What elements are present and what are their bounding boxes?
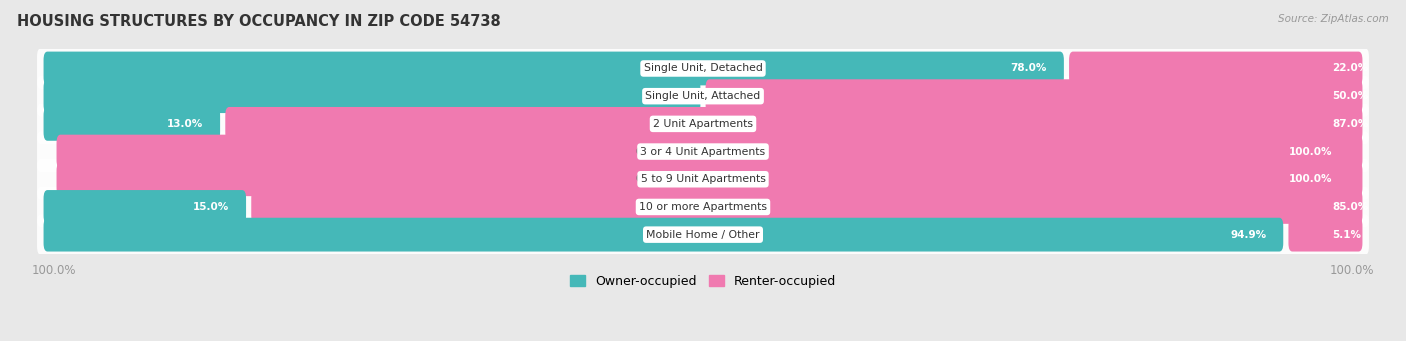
FancyBboxPatch shape — [44, 79, 700, 113]
Text: 2 Unit Apartments: 2 Unit Apartments — [652, 119, 754, 129]
Text: 10 or more Apartments: 10 or more Apartments — [638, 202, 768, 212]
Text: 94.9%: 94.9% — [1230, 229, 1267, 240]
FancyBboxPatch shape — [56, 162, 1362, 196]
Text: 3 or 4 Unit Apartments: 3 or 4 Unit Apartments — [641, 147, 765, 157]
Text: Single Unit, Detached: Single Unit, Detached — [644, 63, 762, 73]
Text: 100.0%: 100.0% — [1289, 147, 1333, 157]
Text: 5 to 9 Unit Apartments: 5 to 9 Unit Apartments — [641, 174, 765, 184]
FancyBboxPatch shape — [44, 218, 1284, 252]
FancyBboxPatch shape — [44, 107, 221, 141]
Text: 13.0%: 13.0% — [167, 119, 204, 129]
FancyBboxPatch shape — [37, 214, 1369, 255]
FancyBboxPatch shape — [1288, 218, 1362, 252]
Text: 87.0%: 87.0% — [1333, 119, 1369, 129]
Text: 0.0%: 0.0% — [636, 147, 664, 157]
FancyBboxPatch shape — [56, 135, 1362, 168]
FancyBboxPatch shape — [1069, 51, 1362, 85]
FancyBboxPatch shape — [37, 131, 1369, 172]
FancyBboxPatch shape — [37, 187, 1369, 227]
FancyBboxPatch shape — [37, 76, 1369, 116]
Text: 0.0%: 0.0% — [636, 174, 664, 184]
FancyBboxPatch shape — [706, 79, 1362, 113]
Text: 100.0%: 100.0% — [1289, 174, 1333, 184]
FancyBboxPatch shape — [37, 104, 1369, 144]
Text: 15.0%: 15.0% — [193, 202, 229, 212]
FancyBboxPatch shape — [44, 190, 246, 224]
Text: 50.0%: 50.0% — [647, 91, 683, 101]
FancyBboxPatch shape — [225, 107, 1362, 141]
Text: 85.0%: 85.0% — [1333, 202, 1369, 212]
FancyBboxPatch shape — [252, 190, 1362, 224]
Text: 22.0%: 22.0% — [1333, 63, 1369, 73]
Legend: Owner-occupied, Renter-occupied: Owner-occupied, Renter-occupied — [565, 270, 841, 293]
Text: 78.0%: 78.0% — [1011, 63, 1047, 73]
Text: Mobile Home / Other: Mobile Home / Other — [647, 229, 759, 240]
Text: 50.0%: 50.0% — [1333, 91, 1369, 101]
Text: Source: ZipAtlas.com: Source: ZipAtlas.com — [1278, 14, 1389, 24]
FancyBboxPatch shape — [44, 51, 1064, 85]
FancyBboxPatch shape — [37, 159, 1369, 199]
FancyBboxPatch shape — [37, 48, 1369, 89]
Text: HOUSING STRUCTURES BY OCCUPANCY IN ZIP CODE 54738: HOUSING STRUCTURES BY OCCUPANCY IN ZIP C… — [17, 14, 501, 29]
Text: 5.1%: 5.1% — [1333, 229, 1361, 240]
Text: Single Unit, Attached: Single Unit, Attached — [645, 91, 761, 101]
